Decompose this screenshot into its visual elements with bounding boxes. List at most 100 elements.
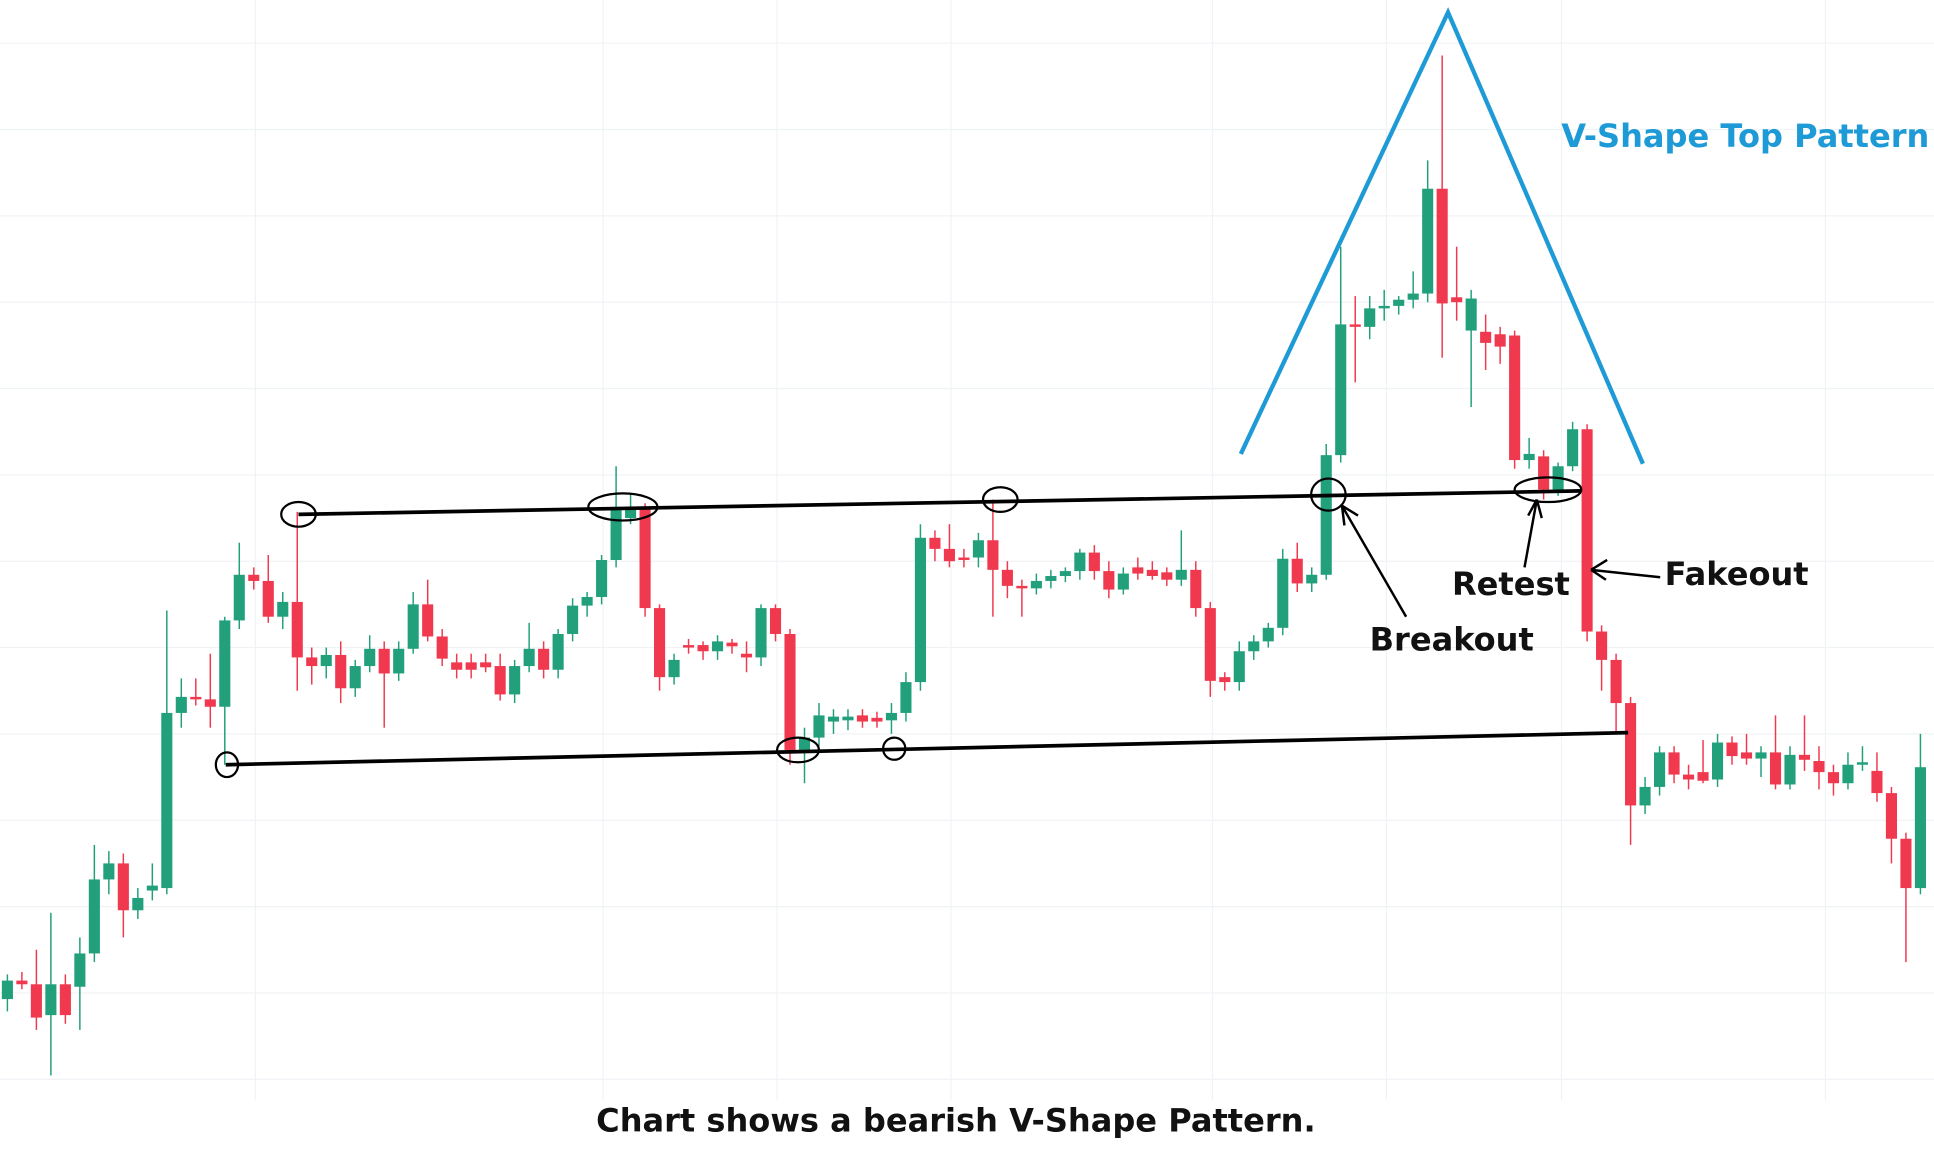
candle-body xyxy=(1393,299,1405,306)
candle-body xyxy=(436,636,448,659)
candle-body xyxy=(1030,580,1042,589)
candle-body xyxy=(248,574,260,581)
breakout-arrow xyxy=(1340,504,1408,618)
circle xyxy=(775,736,821,764)
candle-body xyxy=(146,885,158,891)
candle-body xyxy=(552,633,564,670)
candle-body xyxy=(769,608,782,634)
candle-body xyxy=(842,716,854,721)
circle xyxy=(280,500,317,528)
candle-body xyxy=(1248,641,1260,652)
candle-body xyxy=(480,662,492,668)
candle-body xyxy=(175,696,187,713)
candle-body xyxy=(1494,334,1506,347)
candle-body xyxy=(1885,793,1897,839)
candle-body xyxy=(45,984,57,1016)
candle-body xyxy=(972,540,984,558)
candle-body xyxy=(1654,752,1666,787)
candle-body xyxy=(378,648,390,674)
candle-body xyxy=(88,879,100,954)
candle-body xyxy=(1175,569,1187,580)
candle-body xyxy=(1567,429,1579,467)
candle-body xyxy=(1682,774,1695,780)
candle-body xyxy=(59,984,71,1016)
candle-body xyxy=(711,641,724,652)
candle-body xyxy=(1,980,13,1000)
circle xyxy=(882,736,907,761)
candle-body xyxy=(74,953,86,987)
arrows xyxy=(1340,498,1661,618)
candle-body xyxy=(538,648,550,670)
candle-body xyxy=(335,654,347,689)
background-grid xyxy=(0,0,1934,1101)
candle-body xyxy=(668,659,680,678)
candle-body xyxy=(958,557,970,560)
candle-body xyxy=(1088,552,1100,572)
candle-body xyxy=(1856,762,1869,765)
candle-body xyxy=(262,580,274,617)
candle-body xyxy=(465,662,477,670)
candle-body xyxy=(422,604,434,637)
candle-body xyxy=(1132,567,1144,574)
candle-body xyxy=(1755,752,1767,759)
candle-body xyxy=(1914,767,1926,889)
candle-body xyxy=(900,682,912,713)
candle-body xyxy=(1190,569,1202,609)
candle-body xyxy=(161,712,173,889)
support-line xyxy=(225,730,1629,767)
candle-body xyxy=(1262,627,1274,642)
candle-body xyxy=(364,648,376,667)
candle-body xyxy=(1813,761,1825,773)
candle-body xyxy=(291,601,303,658)
circle xyxy=(1310,477,1347,512)
candle-body xyxy=(610,506,622,560)
candle-body xyxy=(784,633,796,750)
resistance-line xyxy=(298,489,1582,517)
candle-body xyxy=(16,980,28,985)
candle-body xyxy=(1291,558,1303,584)
candle-body xyxy=(726,642,738,647)
candle-body xyxy=(1842,764,1854,784)
candle-body xyxy=(1074,552,1086,572)
candle-body xyxy=(1581,429,1593,632)
candle-body xyxy=(1668,752,1680,775)
candle-body xyxy=(509,666,521,695)
candle-body xyxy=(219,620,231,707)
candle-body xyxy=(407,604,419,649)
candle-body xyxy=(1509,335,1521,461)
candle-body xyxy=(1726,742,1738,757)
caption: Chart shows a bearish V-Shape Pattern. xyxy=(596,1101,1315,1139)
candle-body xyxy=(30,984,42,1018)
candle-body xyxy=(1610,659,1622,704)
candle-body xyxy=(494,666,506,695)
candle-body xyxy=(827,716,840,722)
candle-body xyxy=(914,537,926,683)
touch-circles xyxy=(214,476,1583,779)
candle-body xyxy=(1059,571,1071,577)
candle-body xyxy=(1523,453,1535,461)
candle-body xyxy=(1480,331,1492,343)
candle-body xyxy=(654,608,666,678)
circle xyxy=(587,492,659,522)
candle-body xyxy=(1161,572,1173,580)
candle-body xyxy=(596,559,608,597)
candle-body xyxy=(1711,742,1724,780)
candle-body xyxy=(393,648,405,674)
candle-body xyxy=(856,715,869,722)
candle-body xyxy=(1001,569,1013,586)
candle-body xyxy=(871,717,883,722)
candle-body xyxy=(1538,456,1550,490)
retest-label: Retest xyxy=(1452,565,1570,603)
circle xyxy=(214,751,240,779)
candle-body xyxy=(929,537,941,549)
candle-body xyxy=(1045,576,1057,581)
breakout-label: Breakout xyxy=(1370,620,1534,658)
candles xyxy=(1,55,1926,1076)
candle-body xyxy=(132,897,144,911)
candle-body xyxy=(581,596,593,606)
candle-body xyxy=(1407,293,1419,300)
candle-body xyxy=(349,666,361,689)
candle-body xyxy=(1364,308,1376,327)
candle-body xyxy=(798,737,811,750)
